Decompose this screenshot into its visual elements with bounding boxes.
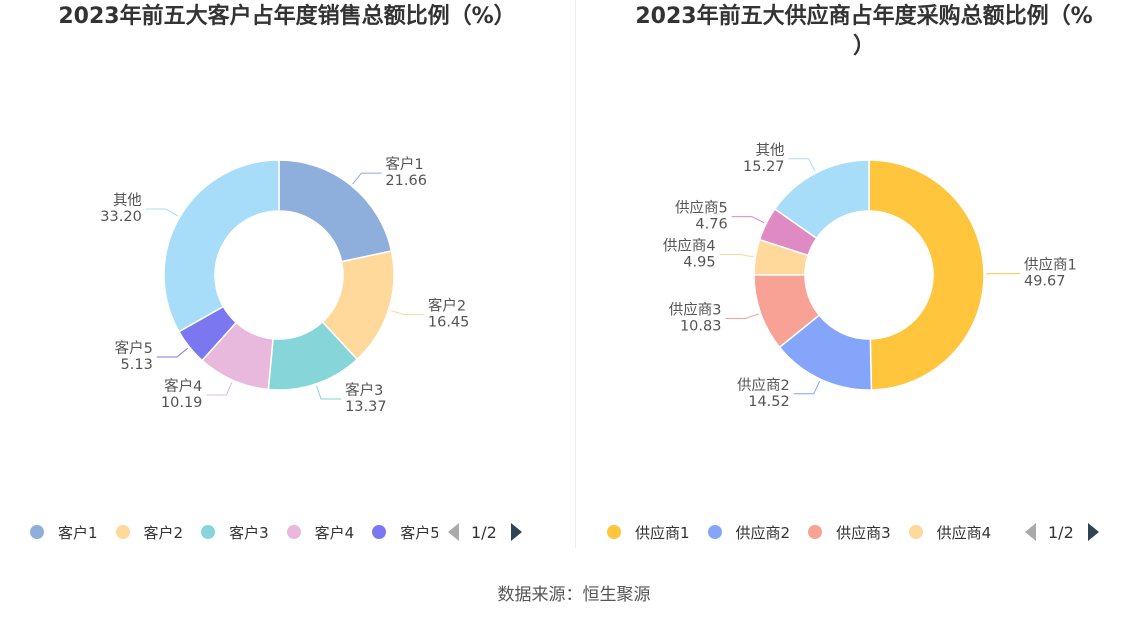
donut-slice-1[interactable]	[868, 159, 985, 391]
legend-prev-page-icon[interactable]	[448, 523, 459, 541]
legend-label: 客户4	[314, 523, 355, 542]
label-leader-line	[793, 380, 821, 395]
slice-value-label: 13.37	[345, 399, 387, 415]
legend-item[interactable]: 供应商1	[607, 522, 690, 543]
legend-item[interactable]: 供应商2	[707, 522, 791, 543]
legend-page-indicator: 1/2	[471, 522, 497, 542]
legend-item[interactable]: 客户3	[201, 522, 269, 543]
legend-item[interactable]: 客户4	[286, 522, 355, 543]
slice-category-label: 供应商3	[669, 301, 722, 319]
slice-value-label: 5.13	[121, 357, 153, 373]
legend-marker-icon	[201, 525, 216, 539]
legend-marker-icon	[808, 525, 823, 539]
label-leader-line	[719, 254, 754, 258]
legend-label: 供应商4	[936, 523, 992, 542]
slice-value-label: 33.20	[100, 209, 142, 225]
legend-marker-icon	[286, 525, 301, 539]
slice-category-label: 其他	[756, 142, 785, 159]
slice-value-label: 21.66	[385, 173, 427, 189]
legend-item[interactable]: 客户2	[115, 522, 184, 543]
label-leader-line	[725, 313, 759, 320]
legend-label: 供应商2	[735, 523, 791, 542]
legend-label: 供应商3	[836, 523, 891, 542]
customer-chart-panel: 2023年前五大客户占年度销售总额比例（%） 客户1 21.66 客户2 16.45 客…	[0, 0, 574, 555]
donut-slice-6[interactable]	[163, 159, 280, 333]
label-leader-line	[145, 208, 179, 217]
label-leader-line	[788, 158, 816, 172]
donut-slice-1[interactable]	[278, 159, 393, 263]
legend-item[interactable]: 客户5	[372, 522, 438, 543]
data-source-note: 数据来源：恒生聚源	[497, 585, 651, 605]
slice-value-label: 4.76	[695, 217, 727, 233]
slice-category-label: 其他	[113, 192, 142, 209]
legend-prev-page-icon[interactable]	[1025, 523, 1036, 541]
slice-category-label: 供应商1	[1024, 256, 1077, 274]
customer-legend: 客户1 客户2 客户3 客户4 客户5 1/2	[30, 518, 570, 546]
slice-category-label: 供应商5	[675, 199, 728, 217]
label-leader-line	[352, 172, 382, 185]
legend-marker-icon	[372, 525, 387, 539]
legend-marker-icon	[30, 525, 44, 539]
slice-value-label: 49.67	[1024, 274, 1066, 290]
supplier-chart-panel: 2023年前五大供应商占年度采购总额比例（% ） 供应商1 49.67 供应商2 14…	[577, 0, 1148, 555]
slice-value-label: 4.95	[683, 255, 715, 271]
label-leader-line	[316, 385, 342, 400]
customer-chart-title: 2023年前五大客户占年度销售总额比例（%）	[58, 4, 516, 29]
legend-page-indicator: 1/2	[1048, 522, 1074, 542]
slice-category-label: 供应商2	[737, 376, 790, 394]
slice-category-label: 客户2	[428, 298, 466, 315]
supplier-chart-title: 2023年前五大供应商占年度采购总额比例（% ）	[635, 4, 1093, 59]
legend-marker-icon	[607, 525, 621, 539]
slice-value-label: 15.27	[743, 159, 785, 175]
legend-next-page-icon[interactable]	[510, 523, 522, 541]
panel-divider	[575, 0, 576, 548]
supplier-legend: 供应商1 供应商2 供应商3 供应商4 1/2	[607, 518, 1147, 546]
legend-item[interactable]: 客户1	[30, 522, 98, 543]
legend-items: 客户1 客户2 客户3 客户4 客户5	[30, 522, 438, 543]
legend-item[interactable]: 供应商4	[908, 522, 992, 543]
slice-value-label: 14.52	[748, 394, 790, 410]
slice-value-label: 16.45	[428, 315, 470, 331]
legend-marker-icon	[908, 525, 923, 539]
label-leader-line	[156, 347, 189, 358]
legend-next-page-icon[interactable]	[1087, 523, 1099, 541]
slice-value-label: 10.19	[161, 395, 203, 411]
slice-category-label: 客户3	[345, 382, 383, 399]
slice-category-label: 客户1	[385, 156, 423, 173]
legend-label: 客户2	[143, 523, 184, 542]
legend-label: 客户5	[400, 523, 438, 542]
donut-slice-6[interactable]	[773, 159, 870, 240]
slice-category-label: 客户5	[115, 340, 153, 357]
label-leader-line	[731, 216, 765, 224]
slice-value-label: 10.83	[680, 319, 722, 335]
legend-marker-icon	[707, 525, 722, 539]
legend-marker-icon	[115, 525, 130, 539]
legend-pager: 1/2	[448, 523, 522, 542]
legend-pager: 1/2	[1025, 523, 1099, 542]
slice-category-label: 客户4	[164, 378, 202, 395]
legend-label: 供应商1	[635, 523, 690, 542]
legend-item[interactable]: 供应商3	[808, 522, 891, 543]
legend-label: 客户3	[229, 523, 269, 542]
slice-category-label: 供应商4	[663, 237, 716, 255]
label-leader-line	[206, 381, 233, 396]
label-leader-line	[390, 309, 424, 316]
legend-label: 客户1	[58, 523, 98, 542]
legend-items: 供应商1 供应商2 供应商3 供应商4	[607, 522, 1015, 543]
